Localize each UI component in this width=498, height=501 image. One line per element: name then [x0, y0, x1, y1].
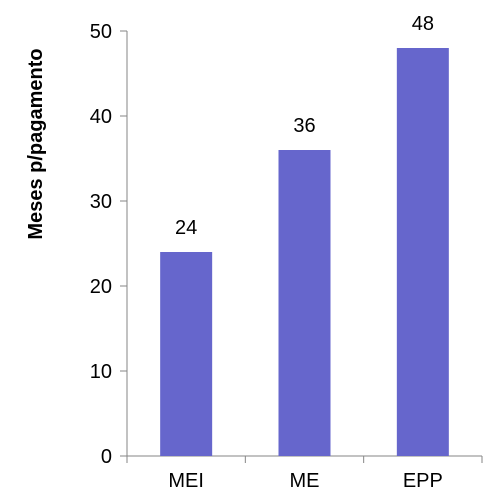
x-tick-label-mei: MEI: [168, 470, 204, 492]
y-tick-label-20: 20: [90, 276, 112, 298]
bars: [160, 48, 449, 456]
bar-epp: [396, 48, 449, 456]
y-tick-label-10: 10: [90, 361, 112, 383]
bar-me: [278, 150, 331, 456]
data-label-epp: 48: [412, 13, 434, 35]
y-tick-label-30: 30: [90, 191, 112, 213]
bar-mei: [160, 252, 213, 456]
labels: 0 10 20 30 40 50 24 MEI 36 ME 48 EPP: [90, 13, 443, 492]
y-tick-label-50: 50: [90, 21, 112, 43]
x-tick-label-epp: EPP: [403, 470, 443, 492]
y-axis-title: Meses p/pagamento: [25, 48, 47, 239]
x-tick-label-me: ME: [290, 470, 320, 492]
data-label-me: 36: [293, 115, 315, 137]
y-tick-label-0: 0: [101, 446, 112, 468]
y-tick-label-40: 40: [90, 106, 112, 128]
data-label-mei: 24: [175, 217, 197, 239]
